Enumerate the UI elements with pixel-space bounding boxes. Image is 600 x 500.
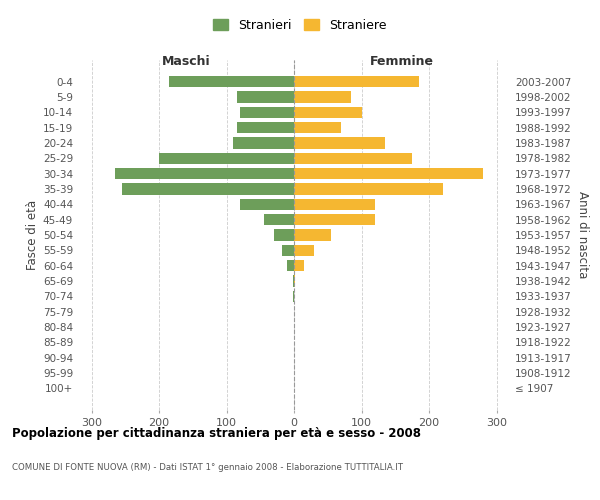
Bar — [282, 244, 294, 256]
Bar — [169, 76, 294, 88]
Bar — [233, 137, 294, 148]
Bar — [240, 106, 294, 118]
Bar — [294, 106, 361, 118]
Bar — [294, 183, 443, 194]
Text: Maschi: Maschi — [161, 55, 211, 68]
Bar — [274, 229, 294, 241]
Bar — [294, 168, 483, 179]
Bar — [122, 183, 294, 194]
Bar — [287, 260, 294, 272]
Bar — [115, 168, 294, 179]
Bar — [294, 276, 295, 287]
Bar — [293, 276, 294, 287]
Bar — [294, 76, 419, 88]
Bar — [236, 122, 294, 134]
Legend: Stranieri, Straniere: Stranieri, Straniere — [213, 18, 387, 32]
Bar — [293, 290, 294, 302]
Bar — [294, 137, 385, 148]
Y-axis label: Fasce di età: Fasce di età — [26, 200, 39, 270]
Bar — [294, 91, 352, 102]
Bar — [236, 91, 294, 102]
Bar — [294, 244, 314, 256]
Bar — [294, 198, 375, 210]
Y-axis label: Anni di nascita: Anni di nascita — [576, 192, 589, 278]
Bar — [294, 214, 375, 226]
Bar — [240, 198, 294, 210]
Bar — [159, 152, 294, 164]
Text: Popolazione per cittadinanza straniera per età e sesso - 2008: Popolazione per cittadinanza straniera p… — [12, 428, 421, 440]
Text: COMUNE DI FONTE NUOVA (RM) - Dati ISTAT 1° gennaio 2008 - Elaborazione TUTTITALI: COMUNE DI FONTE NUOVA (RM) - Dati ISTAT … — [12, 462, 403, 471]
Bar — [294, 229, 331, 241]
Bar — [263, 214, 294, 226]
Bar — [294, 122, 341, 134]
Bar — [294, 260, 304, 272]
Bar — [294, 152, 412, 164]
Text: Femmine: Femmine — [370, 55, 434, 68]
